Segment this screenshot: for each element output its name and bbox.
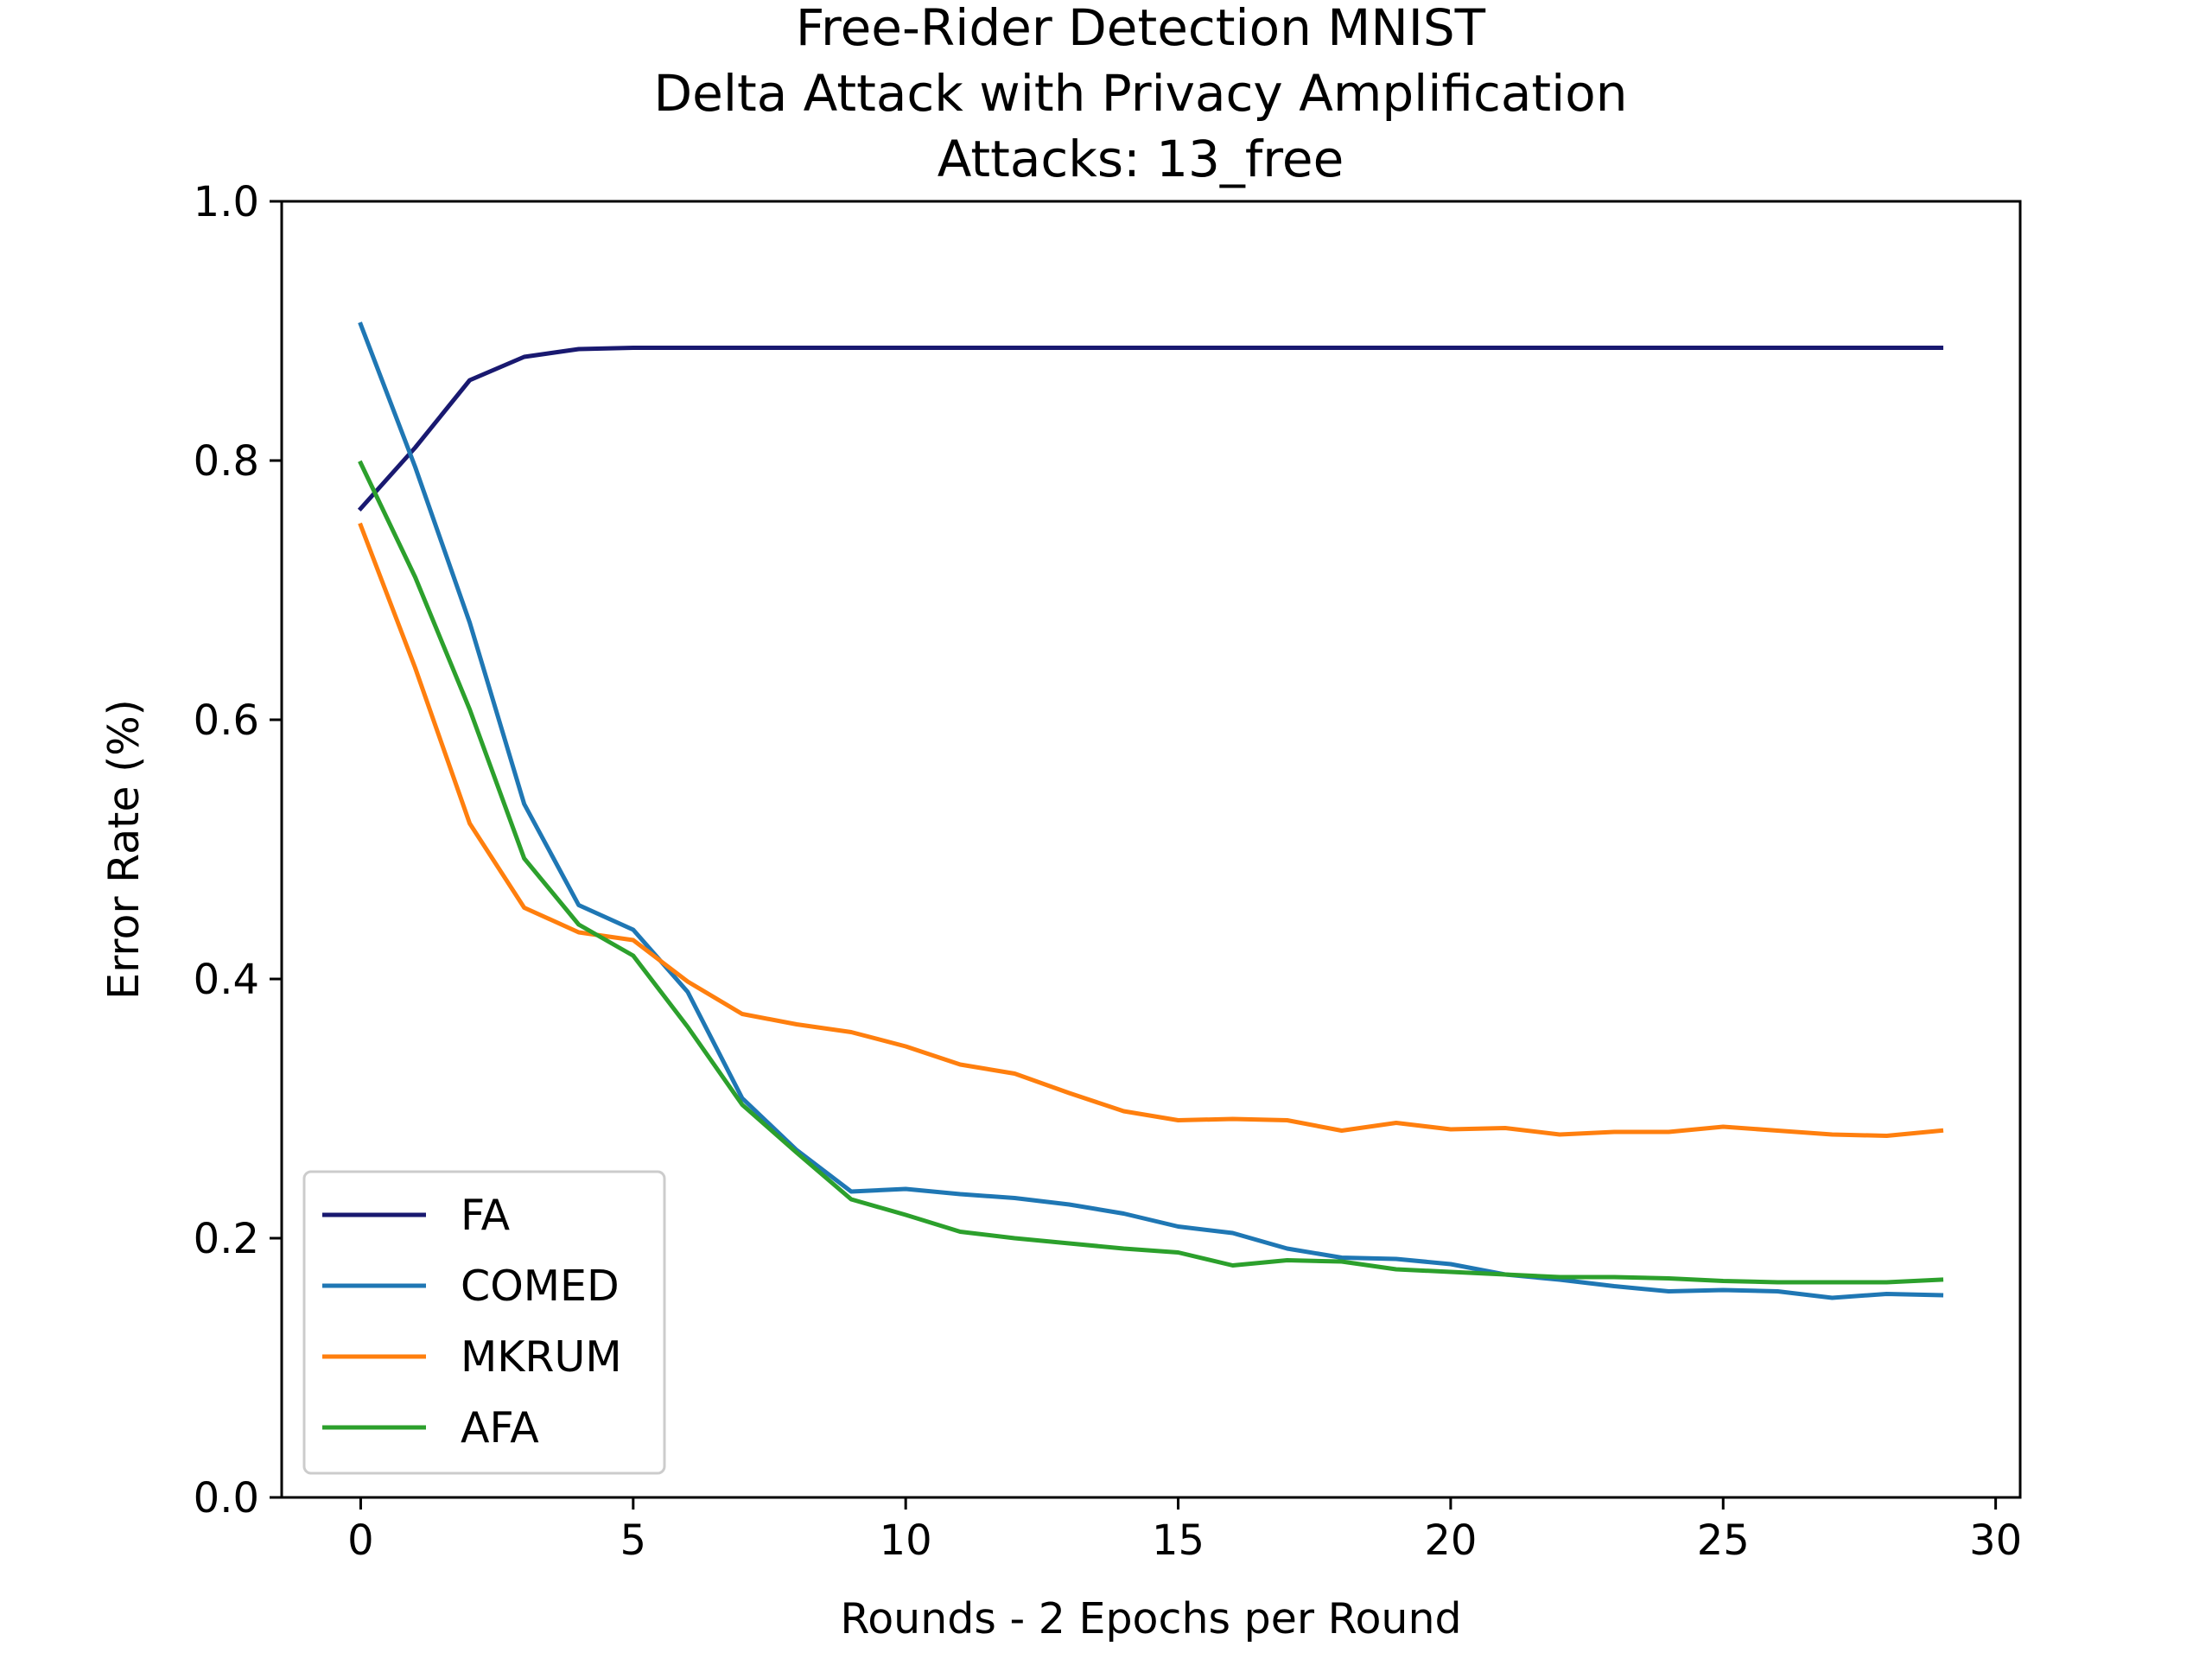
y-axis: 0.0 0.2 0.4 0.6 0.8 1.0 — [194, 178, 282, 1522]
y-tick-label: 0.6 — [194, 696, 259, 745]
y-tick-label: 1.0 — [194, 178, 259, 226]
y-tick-label: 0.4 — [194, 956, 259, 1004]
x-tick-label: 10 — [880, 1516, 932, 1565]
plot-area-frame — [280, 200, 2022, 1499]
legend-label-mkrum: MKRUM — [461, 1332, 622, 1382]
title-line-3: Attacks: 13_free — [938, 130, 1344, 188]
legend-label-afa: AFA — [461, 1403, 539, 1452]
series-line-afa — [358, 460, 1944, 1285]
series-line-fa — [357, 346, 1944, 512]
y-tick-label: 0.0 — [194, 1474, 259, 1522]
title-line-2: Delta Attack with Privacy Amplification — [654, 64, 1628, 123]
legend-items: FA COMED MKRUM AFA — [322, 1191, 622, 1452]
x-axis: 0 5 10 15 20 25 30 — [347, 1497, 2022, 1565]
y-tick-label: 0.2 — [194, 1215, 259, 1263]
legend: FA COMED MKRUM AFA — [302, 1170, 666, 1475]
x-tick-label: 30 — [1969, 1516, 2022, 1565]
x-tick-label: 15 — [1152, 1516, 1205, 1565]
title-line-1: Free-Rider Detection MNIST — [796, 0, 1486, 57]
x-axis-label: Rounds - 2 Epochs per Round — [840, 1594, 1461, 1643]
x-tick-label: 5 — [620, 1516, 647, 1565]
x-tick-label: 20 — [1424, 1516, 1477, 1565]
x-tick-label: 25 — [1697, 1516, 1750, 1565]
legend-label-comed: COMED — [461, 1262, 620, 1311]
chart-title: Free-Rider Detection MNIST Delta Attack … — [654, 0, 1628, 188]
legend-label-fa: FA — [461, 1191, 511, 1240]
series-line-mkrum — [358, 522, 1944, 1138]
y-axis-label: Error Rate (%) — [99, 699, 149, 1000]
legend-box — [302, 1170, 666, 1475]
x-tick-label: 0 — [347, 1516, 374, 1565]
y-tick-label: 0.8 — [194, 437, 259, 486]
series-line-comed — [358, 321, 1944, 1300]
series-layer — [357, 321, 1944, 1300]
